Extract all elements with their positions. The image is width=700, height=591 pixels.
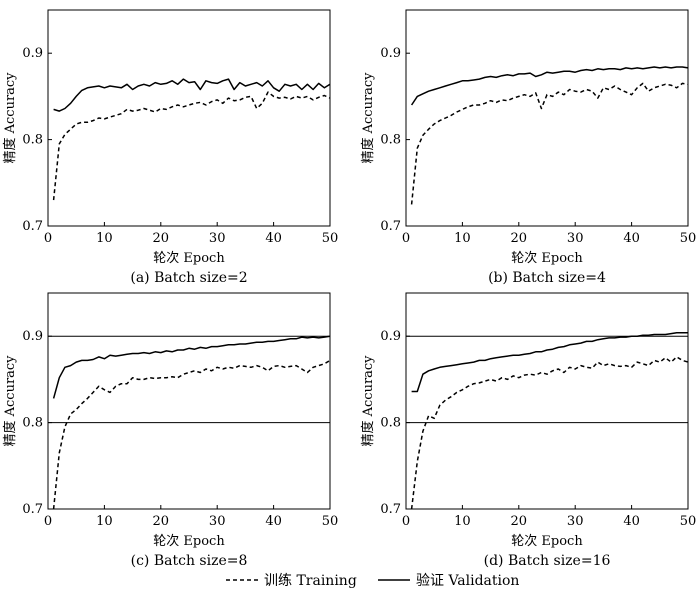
y-axis-label-c: 精度 Accuracy [2,355,18,447]
training-line-b [410,82,689,205]
x-tick-label-a: 30 [209,231,226,246]
y-tick-label-c: 0.8 [22,416,43,431]
x-tick-label-b: 0 [402,231,410,246]
x-tick-label-a: 20 [153,231,170,246]
caption-a: (a) Batch size=2 [130,270,247,286]
x-tick-label-d: 0 [402,514,410,529]
legend-training-label: 训练 Training [264,573,357,589]
x-tick-label-a: 50 [322,231,339,246]
y-tick-label-d: 0.8 [380,416,401,431]
x-tick-label-b: 30 [567,231,584,246]
y-tick-label-b: 0.8 [380,133,401,148]
caption-c: (c) Batch size=8 [131,553,248,569]
x-tick-label-b: 50 [680,231,697,246]
validation-line-b [410,66,689,106]
x-tick-label-d: 50 [680,514,697,529]
x-tick-label-c: 40 [265,514,282,529]
x-tick-label-a: 0 [44,231,52,246]
legend: 训练 Training 验证 Validation [226,573,519,589]
y-tick-label-b: 0.7 [380,219,401,234]
x-tick-label-d: 30 [567,514,584,529]
x-tick-label-b: 10 [454,231,471,246]
x-tick-label-c: 10 [96,514,113,529]
x-tick-label-c: 30 [209,514,226,529]
training-line-d [410,356,689,510]
x-tick-label-b: 40 [623,231,640,246]
y-tick-label-c: 0.7 [22,502,43,517]
training-line-c [52,359,331,510]
plot-frame-d [405,292,689,510]
panel-d: 0 10 20 30 40 50 0.7 0.8 0.9 轮次 Epoch 精度 Accuracy (… [360,292,697,569]
panel-c: 0 10 20 30 40 50 0.7 0.8 0.9 轮次 Epoch 精度 Accuracy (… [2,292,339,569]
y-tick-label-c: 0.9 [22,329,43,344]
y-tick-label-d: 0.7 [380,502,401,517]
y-tick-label-b: 0.9 [380,46,401,61]
x-axis-label-a: 轮次 Epoch [153,250,225,266]
x-tick-label-c: 20 [153,514,170,529]
x-tick-label-c: 0 [44,514,52,529]
panel-a: 0 10 20 30 40 50 0.7 0.8 0.9 轮次 Epoch 精度 Accuracy (… [2,9,339,286]
y-tick-label-a: 0.9 [22,46,43,61]
caption-d: (d) Batch size=16 [484,553,611,569]
y-axis-label-b: 精度 Accuracy [360,72,376,164]
panel-b: 0 10 20 30 40 50 0.7 0.8 0.9 轮次 Epoch 精度 Accuracy (… [360,9,697,286]
plot-frame-b [405,9,689,227]
validation-line-c [52,335,331,399]
x-tick-label-c: 50 [322,514,339,529]
y-tick-label-a: 0.7 [22,219,43,234]
x-axis-label-c: 轮次 Epoch [153,533,225,549]
plot-frame-c [47,292,331,510]
validation-line-a [53,78,331,112]
x-tick-label-d: 10 [454,514,471,529]
y-axis-label-a: 精度 Accuracy [2,72,18,164]
x-tick-label-b: 20 [511,231,528,246]
y-tick-label-a: 0.8 [22,133,43,148]
y-axis-label-d: 精度 Accuracy [360,355,376,447]
x-tick-label-d: 40 [623,514,640,529]
x-axis-label-b: 轮次 Epoch [511,250,583,266]
x-axis-label-d: 轮次 Epoch [511,533,583,549]
y-tick-label-d: 0.9 [380,329,401,344]
plot-frame-a [47,9,331,227]
training-line-a [52,91,331,201]
x-tick-label-a: 10 [96,231,113,246]
validation-line-d [411,331,688,393]
x-tick-label-d: 20 [511,514,528,529]
legend-validation-label: 验证 Validation [416,573,519,589]
caption-b: (b) Batch size=4 [488,270,606,286]
x-tick-label-a: 40 [265,231,282,246]
